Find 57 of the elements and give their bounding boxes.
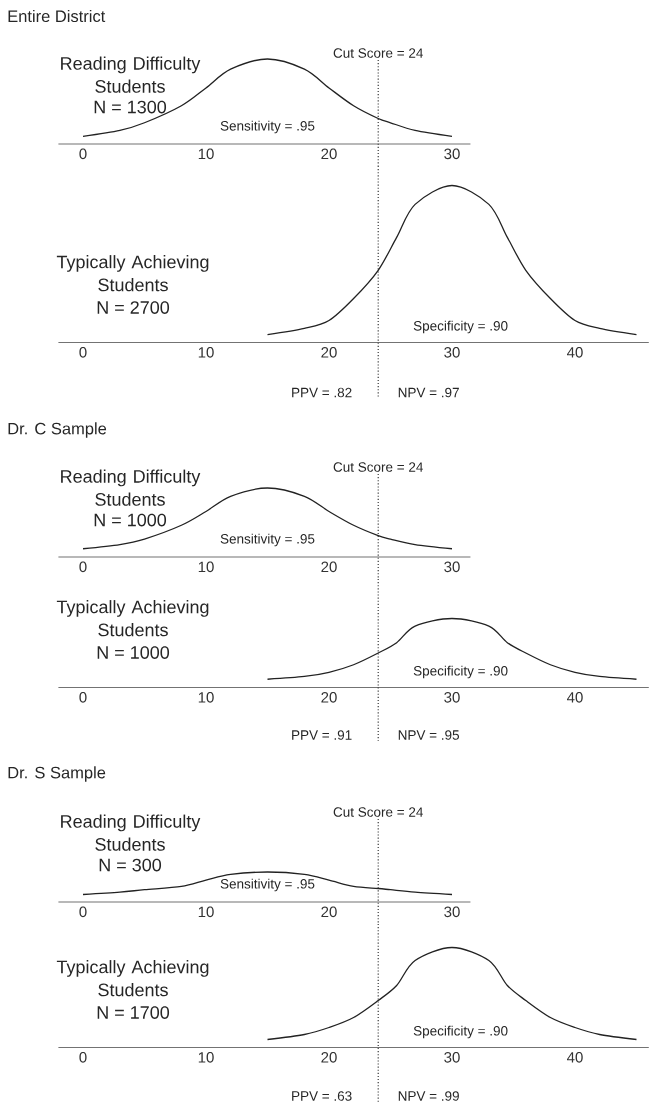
annotation: Sensitivity = .95	[220, 878, 315, 892]
text: NPV = .99	[398, 1091, 459, 1101]
x-tick-label: 20	[321, 561, 337, 573]
x-tick-label: 20	[321, 347, 337, 358]
text: PPV = .63	[292, 1091, 352, 1101]
annotation: N = 1700	[97, 1006, 170, 1019]
x-tick-label: 0	[79, 692, 87, 703]
series-label: Reading Difficulty Students	[61, 469, 201, 506]
x-tick-label: 30	[444, 561, 460, 573]
annotation: N = 1000	[97, 646, 170, 659]
x-tick-label: 30	[444, 692, 460, 703]
x-tick-label: 10	[198, 1052, 214, 1063]
x-tick-label: 0	[79, 1052, 87, 1063]
annotation: Specificity = .90	[413, 1025, 508, 1039]
text: NPV = .95	[398, 730, 460, 740]
text: NPV = .97	[398, 387, 459, 398]
x-tick-label: 30	[444, 347, 460, 358]
chart-title: Entire District	[8, 9, 106, 23]
x-tick-label: 20	[321, 692, 337, 703]
text: PPV = .82	[292, 387, 352, 398]
x-tick-label: 40	[567, 1052, 583, 1063]
ref-line-label: Cut Score = 24	[333, 48, 424, 58]
ref-line-label: Cut Score = 24	[333, 807, 424, 817]
x-tick-label: 40	[567, 692, 583, 703]
annotation: N = 1300	[94, 100, 167, 114]
annotation: N = 2700	[97, 301, 170, 314]
x-tick-label: 10	[198, 906, 214, 918]
x-tick-label: 30	[444, 148, 460, 160]
annotation: Sensitivity = .95	[220, 533, 315, 547]
x-tick-label: 20	[321, 1052, 337, 1063]
text: N = 300	[99, 858, 162, 872]
annotation: N = 1000	[94, 513, 167, 527]
x-tick-label: 0	[79, 347, 87, 358]
x-tick-label: 10	[198, 561, 214, 573]
text: Typically Achieving Students	[56, 600, 209, 637]
ref-line-label: Cut Score = 24	[333, 462, 424, 472]
chart-title: Dr. C Sample	[8, 422, 107, 438]
x-tick-label: 20	[321, 148, 337, 160]
x-tick-label: 0	[79, 148, 87, 160]
x-tick-label: 10	[198, 692, 214, 703]
x-tick-label: 30	[444, 906, 460, 918]
x-tick-label: 20	[321, 906, 337, 918]
text: Typically Achieving Students	[56, 960, 209, 997]
series-label: Reading Difficulty Students	[61, 814, 201, 851]
text: Typically Achieving Students	[56, 255, 209, 292]
x-tick-label: 30	[444, 1052, 460, 1063]
annotation: Specificity = .90	[413, 665, 508, 679]
annotation: Sensitivity = .95	[220, 120, 315, 134]
x-tick-label: 10	[198, 148, 214, 160]
text: PPV = .91	[292, 730, 352, 740]
x-tick-label: 10	[198, 347, 214, 358]
x-tick-label: 40	[567, 347, 583, 358]
series-label: Reading Difficulty Students	[61, 56, 201, 93]
x-tick-label: 0	[79, 561, 87, 573]
chart-title: Dr. S Sample	[8, 766, 106, 782]
annotation: Specificity = .90	[413, 320, 508, 334]
x-tick-label: 0	[79, 906, 87, 918]
